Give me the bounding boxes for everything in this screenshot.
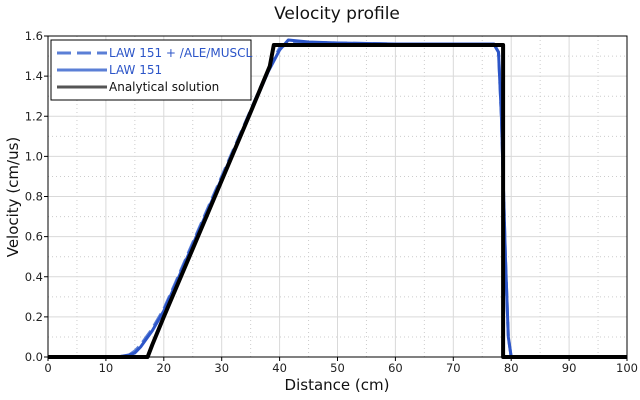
x-tick-label: 70	[446, 361, 461, 375]
x-tick-label: 20	[156, 361, 171, 375]
y-tick-label: 1.6	[25, 29, 43, 43]
x-axis-label: Distance (cm)	[285, 376, 390, 394]
x-tick-label: 30	[214, 361, 229, 375]
x-tick-label: 60	[388, 361, 403, 375]
chart-title: Velocity profile	[274, 4, 400, 24]
x-tick-label: 50	[330, 361, 345, 375]
y-tick-label: 0.2	[25, 310, 43, 324]
x-tick-label: 80	[504, 361, 519, 375]
series-line-2	[48, 43, 627, 359]
y-axis-label: Velocity (cm/us)	[4, 137, 22, 258]
y-tick-label: 0.0	[25, 350, 43, 364]
legend-label-law151: LAW 151	[109, 63, 162, 77]
legend-label-muscl: LAW 151 + /ALE/MUSCL	[109, 46, 252, 60]
y-tick-label: 0.6	[25, 230, 43, 244]
legend: LAW 151 + /ALE/MUSCL LAW 151 Analytical …	[50, 39, 252, 101]
x-tick-label: 10	[99, 361, 114, 375]
ticks: 0 10 20 30 40 50 60 70 80 90 100 0.0 0.2 0.4 0.6 0.8 1.0…	[25, 29, 638, 375]
y-tick-label: 0.8	[25, 190, 43, 204]
series-group	[48, 38, 627, 359]
x-tick-label: 40	[272, 361, 287, 375]
y-tick-label: 1.4	[25, 69, 43, 83]
y-tick-label: 1.0	[25, 149, 43, 163]
legend-label-analytical: Analytical solution	[109, 80, 219, 94]
y-tick-label: 1.2	[25, 109, 43, 123]
y-tick-label: 0.4	[25, 270, 43, 284]
x-tick-label: 90	[562, 361, 577, 375]
x-tick-label: 100	[616, 361, 638, 375]
x-tick-label: 0	[44, 361, 51, 375]
